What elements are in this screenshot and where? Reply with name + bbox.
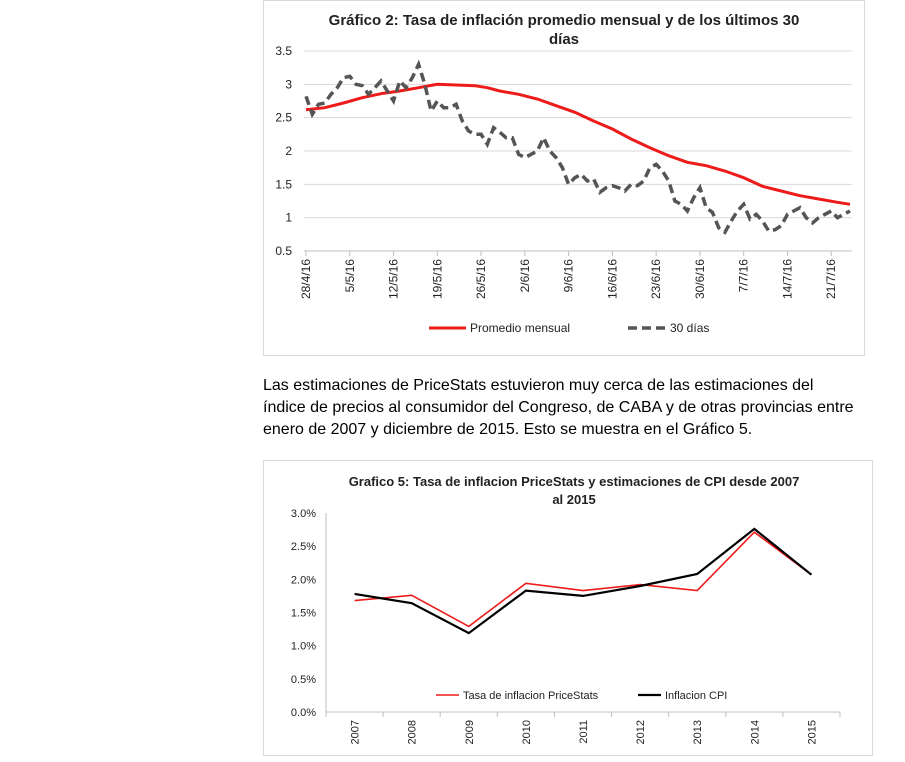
x-tick-label: 9/6/16	[562, 259, 576, 293]
x-tick-label: 2009	[464, 720, 476, 744]
y-tick-label: 2.5%	[291, 541, 316, 553]
y-tick-label: 0.5	[275, 244, 292, 258]
x-tick-label: 21/7/16	[824, 259, 838, 299]
x-tick-label: 23/6/16	[649, 259, 663, 299]
x-tick-label: 2010	[521, 720, 533, 744]
x-tick-label: 2/6/16	[518, 259, 532, 293]
x-tick-label: 19/5/16	[430, 259, 444, 299]
x-tick-label: 2014	[749, 720, 761, 744]
x-tick-label: 2012	[635, 720, 647, 744]
y-tick-label: 0.5%	[291, 674, 316, 686]
x-tick-label: 14/7/16	[780, 259, 794, 299]
x-tick-label: 30/6/16	[693, 259, 707, 299]
chart-1-svg: Gráfico 2: Tasa de inflación promedio me…	[275, 12, 852, 335]
chart-title: días	[549, 31, 579, 48]
chart-title: Grafico 5: Tasa de inflacion PriceStats …	[349, 474, 800, 489]
legend-label: Tasa de inflacion PriceStats	[463, 690, 599, 702]
chart-inflacion-30-dias: Gráfico 2: Tasa de inflación promedio me…	[263, 0, 865, 356]
x-tick-label: 26/5/16	[474, 259, 488, 299]
paragraph-line: índice de precios al consumidor del Cong…	[263, 399, 854, 416]
x-tick-label: 2011	[578, 720, 590, 744]
y-tick-label: 1.0%	[291, 641, 316, 653]
y-tick-label: 0.0%	[291, 707, 316, 719]
y-tick-label: 1.5%	[291, 608, 316, 620]
x-tick-label: 2013	[692, 720, 704, 744]
x-tick-label: 7/7/16	[737, 259, 751, 293]
chart-pricestats-cpi: Grafico 5: Tasa de inflacion PriceStats …	[263, 460, 873, 756]
series-line-inflacion-cpi	[354, 527, 813, 635]
series-line-promedio-mensual	[305, 82, 851, 206]
legend-label: 30 días	[670, 321, 709, 335]
y-tick-label: 3	[285, 77, 292, 91]
paragraph-pricestats: Las estimaciones de PriceStats estuviero…	[263, 375, 873, 441]
legend-label: Inflacion CPI	[665, 690, 727, 702]
x-tick-label: 16/6/16	[605, 259, 619, 299]
chart-title: Gráfico 2: Tasa de inflación promedio me…	[329, 12, 800, 29]
paragraph-line: enero de 2007 y diciembre de 2015. Esto …	[263, 421, 753, 438]
series-line-pricestats	[354, 531, 812, 628]
y-tick-label: 1	[285, 211, 292, 225]
x-tick-label: 2015	[806, 720, 818, 744]
x-tick-label: 28/4/16	[299, 259, 313, 299]
x-tick-label: 2007	[350, 720, 362, 744]
x-tick-label: 5/5/16	[343, 259, 357, 293]
series-line-30-dias	[304, 59, 851, 235]
chart-2-svg: Grafico 5: Tasa de inflacion PriceStats …	[291, 474, 841, 744]
chart-title: al 2015	[552, 492, 595, 507]
y-tick-label: 1.5	[275, 177, 292, 191]
y-tick-label: 2.0%	[291, 574, 316, 586]
legend-label: Promedio mensual	[470, 321, 570, 335]
y-tick-label: 3.0%	[291, 508, 316, 520]
y-tick-label: 2	[285, 144, 292, 158]
x-tick-label: 2008	[407, 720, 419, 744]
paragraph-line: Las estimaciones de PriceStats estuviero…	[263, 377, 814, 394]
x-tick-label: 12/5/16	[387, 259, 401, 299]
y-tick-label: 3.5	[275, 44, 292, 58]
y-tick-label: 2.5	[275, 111, 292, 125]
